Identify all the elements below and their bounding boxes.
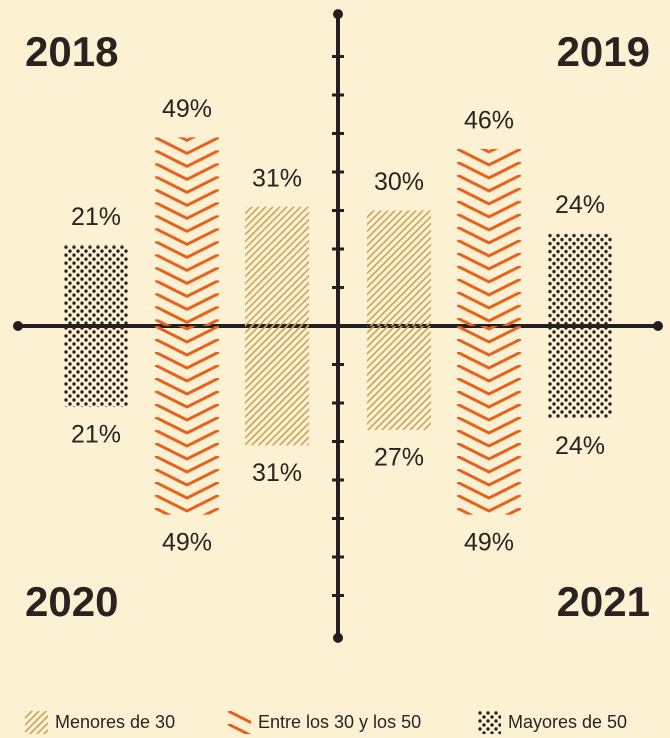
legend-swatch — [228, 711, 251, 734]
legend-label: Entre los 30 y los 50 — [258, 712, 421, 732]
value-label: 21% — [71, 203, 121, 231]
bar — [245, 206, 309, 326]
legend-label: Mayores de 50 — [508, 712, 627, 732]
value-label: 31% — [252, 459, 302, 487]
value-label: 49% — [162, 95, 212, 123]
axis-end — [333, 9, 343, 20]
bar — [245, 326, 309, 446]
legend-label: Menores de 30 — [55, 712, 175, 732]
bar — [64, 245, 128, 326]
value-label: 49% — [162, 528, 212, 556]
bar — [457, 148, 521, 326]
bar — [155, 326, 219, 515]
bar — [367, 326, 431, 430]
panel-title: 2018 — [25, 28, 118, 75]
bar — [155, 137, 219, 326]
legend-swatch — [478, 711, 501, 734]
value-label: 30% — [374, 168, 424, 196]
panel-title: 2019 — [557, 28, 650, 75]
value-label: 49% — [464, 528, 514, 556]
value-label: 31% — [252, 164, 302, 192]
value-label: 27% — [374, 444, 424, 472]
axis-end — [653, 321, 663, 331]
legend-swatch — [25, 711, 48, 734]
value-label: 46% — [464, 107, 514, 135]
bar — [64, 326, 128, 407]
bar — [548, 233, 612, 326]
value-label: 21% — [71, 420, 121, 448]
bar — [457, 326, 521, 515]
bar — [367, 210, 431, 326]
panel-title: 2020 — [25, 578, 118, 625]
panel-title: 2021 — [557, 578, 650, 625]
value-label: 24% — [555, 191, 605, 219]
bar — [548, 326, 612, 419]
axis-end — [333, 632, 343, 643]
axis-end — [13, 321, 23, 331]
value-label: 24% — [555, 432, 605, 460]
